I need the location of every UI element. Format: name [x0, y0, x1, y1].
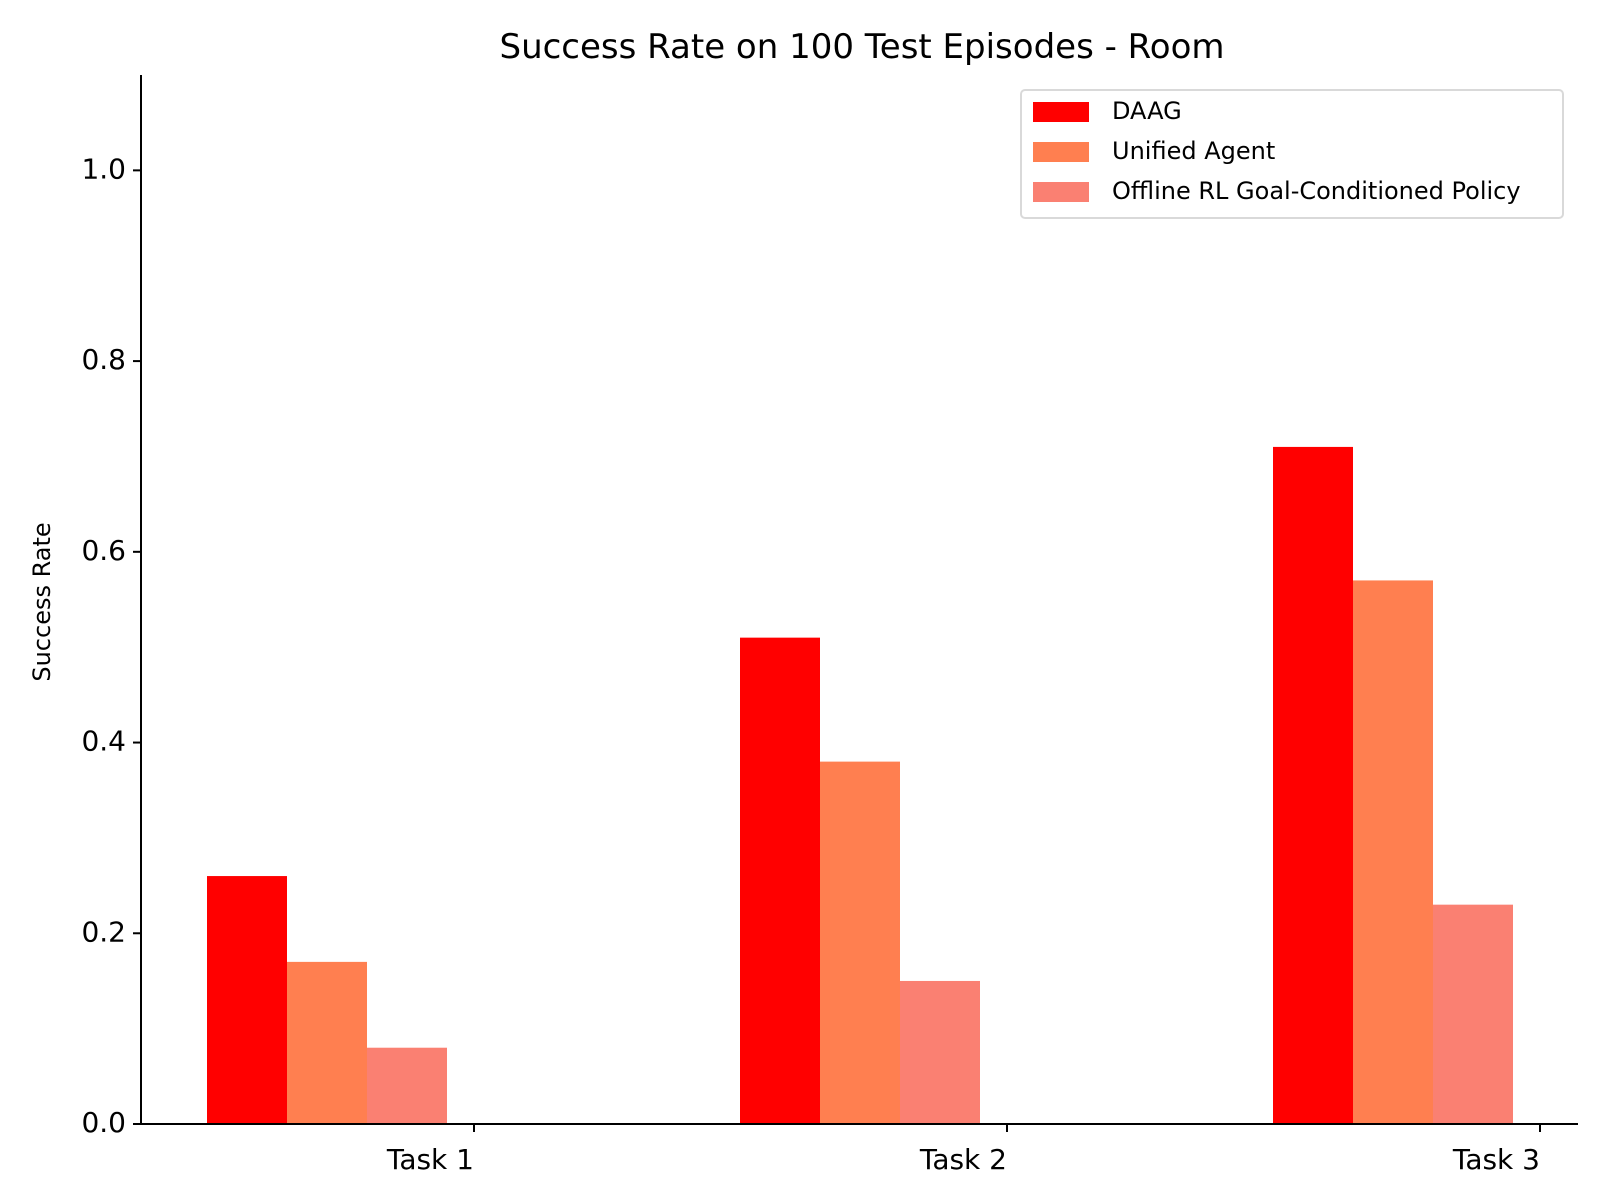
legend-label: Unified Agent [1112, 137, 1275, 165]
bar-series-1-category-2 [740, 637, 820, 1124]
legend-label: DAAG [1112, 97, 1182, 125]
chart-title: Success Rate on 100 Test Episodes - Room [499, 27, 1224, 67]
legend-swatch [1033, 142, 1089, 162]
bar-series-2-category-3 [1353, 580, 1433, 1124]
bar-series-2-category-1 [287, 961, 367, 1124]
bar-series-3-category-1 [367, 1047, 447, 1124]
bar-series-1-category-1 [207, 876, 287, 1124]
bars-layer [207, 446, 1513, 1124]
y-tick-label: 0.8 [81, 343, 126, 376]
y-ticks-layer: 0.0 0.2 0.4 0.6 0.8 1.0 [81, 152, 141, 1139]
x-ticks-layer: Task 1 Task 2 Task 3 [386, 1124, 1541, 1176]
legend-swatch [1033, 102, 1089, 122]
bar-series-2-category-2 [820, 761, 900, 1124]
y-tick-label: 0.6 [81, 534, 126, 567]
x-tick-label: Task 1 [386, 1143, 474, 1176]
y-tick-label: 0.2 [81, 915, 126, 948]
legend-box [1020, 89, 1564, 219]
x-tick-label: Task 2 [919, 1143, 1007, 1176]
legend-swatch [1033, 182, 1089, 202]
y-tick-label: 1.0 [81, 152, 126, 185]
x-tick-label: Task 3 [1452, 1143, 1540, 1176]
legend: DAAG Unified Agent Offline RL Goal-Conditi… [1020, 89, 1564, 219]
y-axis-label: Success Rate [28, 522, 56, 681]
y-tick-label: 0.0 [81, 1106, 126, 1139]
bar-series-3-category-3 [1433, 904, 1513, 1124]
bar-series-1-category-3 [1273, 446, 1353, 1124]
legend-label: Offline RL Goal-Conditioned Policy [1112, 177, 1521, 205]
legend-items: DAAG Unified Agent Offline RL Goal-Conditi… [1033, 97, 1521, 205]
y-tick-label: 0.4 [81, 725, 126, 758]
bar-series-3-category-2 [900, 980, 980, 1124]
